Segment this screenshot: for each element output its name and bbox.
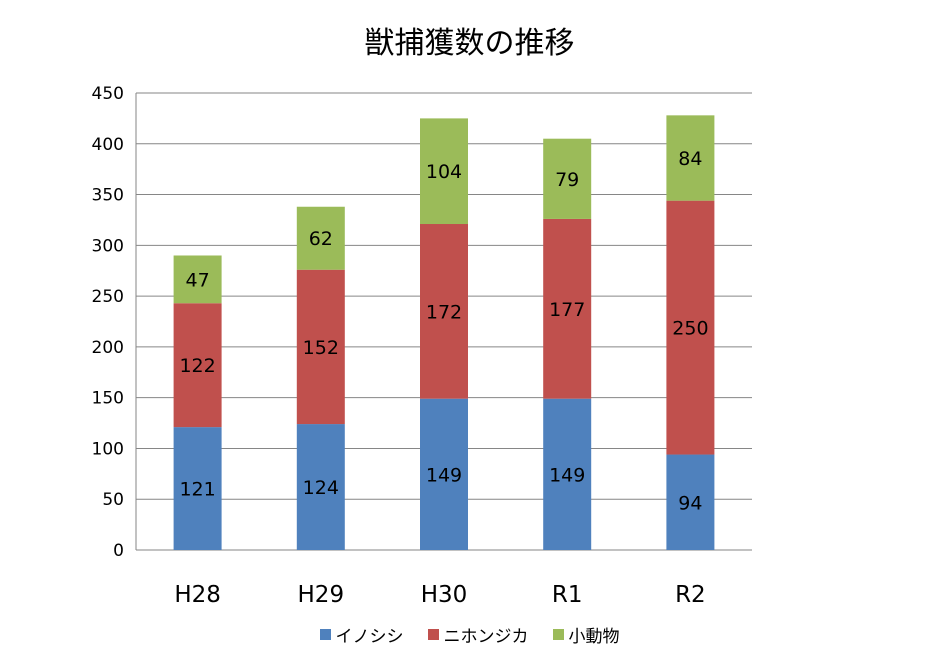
data-label: 177: [549, 299, 585, 321]
y-tick-label: 100: [92, 439, 124, 459]
bar-segment: [420, 118, 468, 225]
data-label: 121: [179, 479, 215, 501]
data-label: 124: [303, 477, 339, 499]
bar-segment: [296, 424, 345, 550]
y-tick-label: 400: [92, 135, 124, 155]
x-tick-label: R1: [552, 582, 583, 608]
bar-segment: [173, 427, 222, 550]
legend-label-shodobutsu: 小動物: [568, 627, 620, 647]
y-tick-label: 50: [102, 490, 124, 510]
legend-label-inoshishi: イノシシ: [335, 627, 404, 647]
bar-segment: [296, 206, 345, 270]
bar-segment: [420, 224, 468, 399]
data-label: 104: [426, 161, 462, 183]
y-tick-label: 200: [92, 338, 124, 358]
x-tick-label: H30: [421, 582, 468, 608]
y-tick-label: 350: [92, 186, 124, 206]
bar-segment: [173, 255, 222, 304]
y-tick-label: 300: [92, 236, 124, 256]
bar-segment: [543, 398, 592, 550]
bar-segment: [543, 218, 592, 399]
data-label: 84: [678, 148, 702, 170]
bar-segment: [543, 138, 592, 219]
y-tick-label: 0: [113, 541, 124, 561]
data-label: 149: [549, 464, 585, 486]
x-tick-label: H28: [174, 582, 221, 608]
data-label: 172: [426, 301, 462, 323]
data-label: 149: [426, 464, 462, 486]
legend-item-shodobutsu: 小動物: [552, 622, 620, 647]
legend-swatch-nihonjika: [427, 629, 439, 640]
data-label: 62: [309, 228, 333, 250]
x-tick-label: H29: [298, 582, 345, 608]
data-label: 79: [555, 169, 579, 191]
data-label: 250: [672, 318, 708, 340]
bar-segment: [666, 200, 715, 455]
legend-item-nihonjika: ニホンジカ: [427, 622, 529, 647]
bar-segment: [296, 269, 345, 425]
legend-swatch-inoshishi: [319, 629, 331, 640]
bar-segment: [420, 398, 468, 550]
data-label: 47: [186, 269, 210, 291]
data-label: 152: [303, 337, 339, 359]
legend: イノシシ ニホンジカ 小動物: [0, 622, 939, 647]
x-tick-label: R2: [675, 582, 706, 608]
data-label: 122: [179, 355, 215, 377]
y-tick-label: 150: [92, 389, 124, 409]
bar-segment: [173, 303, 222, 428]
legend-label-nihonjika: ニホンジカ: [443, 627, 529, 647]
bar-segment: [666, 454, 715, 550]
data-label: 94: [678, 492, 702, 514]
chart-title: 獣捕獲数の推移: [364, 26, 575, 61]
y-tick-label: 250: [92, 287, 124, 307]
legend-item-inoshishi: イノシシ: [319, 622, 404, 647]
bar-segment: [666, 115, 715, 201]
legend-swatch-shodobutsu: [552, 629, 564, 640]
y-tick-label: 450: [92, 84, 124, 104]
